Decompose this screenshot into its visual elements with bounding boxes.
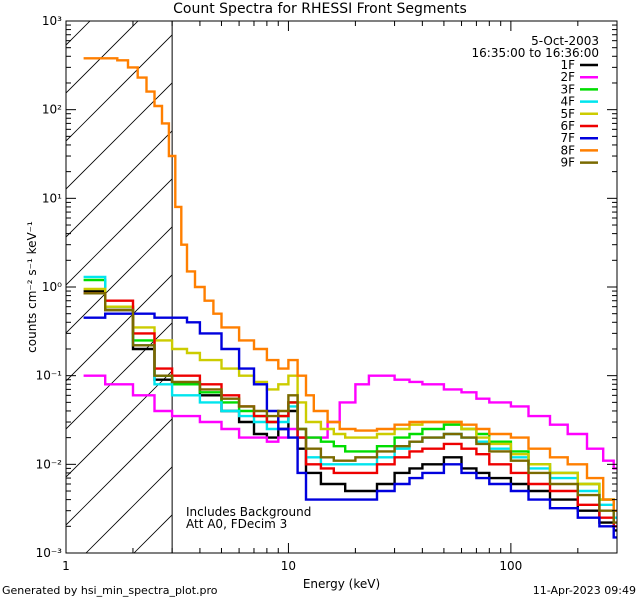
legend-label-9F: 9F (560, 156, 575, 170)
hatch-line (66, 418, 173, 526)
legend-label-8F: 8F (560, 143, 575, 157)
series-line-4F (83, 275, 617, 519)
y-tick-label: 10⁻³ (36, 546, 63, 560)
x-tick-label: 1 (62, 559, 70, 573)
series-line-5F (83, 287, 617, 512)
legend-label-7F: 7F (560, 131, 575, 145)
plot-annotation: Includes Background (186, 505, 311, 519)
hatch-line (66, 21, 139, 94)
footer-generated-by: Generated by hsi_min_spectra_plot.pro (2, 584, 218, 597)
legend-label-2F: 2F (560, 70, 575, 84)
series-line-8F (83, 57, 617, 512)
hatched-region (66, 0, 640, 573)
date-label: 5-Oct-2003 (531, 34, 599, 48)
series-line-1F (83, 289, 617, 532)
x-tick-label: 10 (281, 559, 296, 573)
hatch-line (66, 226, 173, 334)
legend-label-6F: 6F (560, 119, 575, 133)
hatch-line (258, 0, 640, 573)
hatch-line (354, 0, 640, 573)
legend-label-4F: 4F (560, 95, 575, 109)
legend-label-3F: 3F (560, 82, 575, 96)
y-tick-label: 10⁰ (42, 280, 62, 294)
legend-label-5F: 5F (560, 107, 575, 121)
hatch-line (306, 0, 640, 573)
y-tick-label: 10¹ (42, 191, 62, 205)
hatch-line (66, 370, 173, 478)
y-tick-label: 10³ (42, 14, 62, 28)
hatch-line (66, 178, 173, 286)
hatch-line (66, 34, 173, 142)
x-axis-label: Energy (keV) (303, 577, 380, 591)
plot-annotation: Att A0, FDecim 3 (186, 517, 287, 531)
series-line-2F (83, 374, 617, 470)
y-tick-label: 10⁻² (36, 457, 63, 471)
hatch-line (210, 0, 640, 573)
series-line-3F (83, 278, 617, 512)
hatch-line (66, 322, 173, 430)
time-range-label: 16:35:00 to 16:36:00 (472, 46, 599, 60)
y-tick-label: 10⁻¹ (36, 369, 63, 383)
series-line-6F (83, 292, 617, 528)
chart-title: Count Spectra for RHESSI Front Segments (173, 1, 467, 17)
y-axis-label: counts cm⁻² s⁻¹ keV⁻¹ (25, 221, 39, 353)
series-group (83, 57, 617, 539)
y-tick-label: 10² (42, 103, 62, 117)
x-tick-label: 100 (499, 559, 522, 573)
series-line-9F (83, 292, 617, 524)
legend-label-1F: 1F (560, 58, 575, 72)
hatch-line (85, 466, 173, 553)
series-line-7F (83, 312, 617, 539)
footer-timestamp: 11-Apr-2023 09:49 (532, 584, 636, 597)
